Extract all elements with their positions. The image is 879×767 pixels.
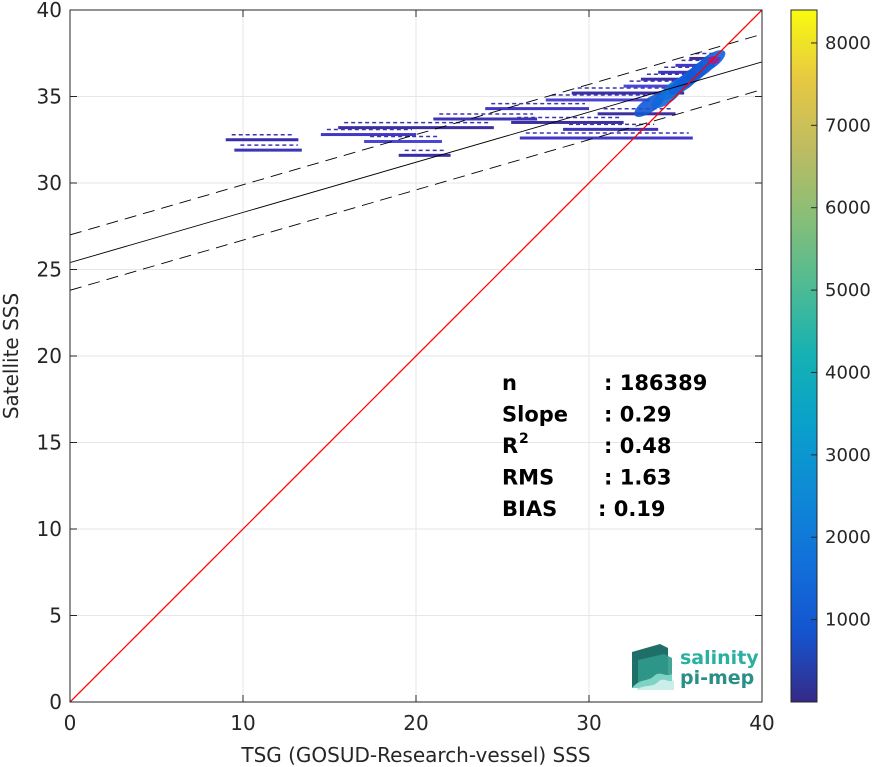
stat-superscript: 2 [519, 431, 529, 447]
logo-line2: pi-mep [680, 667, 754, 689]
colorbar: 1000 2000 3000 4000 5000 6000 7000 8000 [790, 9, 871, 703]
density-segment [563, 127, 659, 131]
identity-line [70, 10, 762, 702]
density-segment [364, 139, 442, 143]
salinity-pi-mep-logo: salinity pi-mep [632, 644, 759, 690]
density-segment [545, 98, 650, 102]
x-tick-label: 30 [576, 711, 601, 735]
stat-value: : 0.48 [604, 434, 672, 458]
plot-area [70, 10, 762, 702]
stat-value: : 1.63 [604, 466, 672, 490]
upper-bound-line [70, 33, 762, 236]
y-tick-label: 20 [37, 344, 62, 368]
x-tick-label: 40 [749, 711, 774, 735]
density-segment [571, 91, 685, 95]
regression-line [70, 61, 762, 264]
density-segment [640, 77, 697, 81]
axis-ticks: 0 10 20 30 40 0 5 10 15 20 25 30 35 40 [37, 0, 775, 735]
colorbar-tick-label: 8000 [825, 33, 871, 54]
density-segment [511, 120, 624, 124]
y-axis-label: Satellite SSS [0, 293, 23, 419]
density-segment [658, 70, 705, 74]
stat-value: : 0.19 [598, 497, 666, 521]
y-tick-label: 5 [49, 604, 62, 628]
lower-bound-line [70, 89, 762, 291]
colorbar-tick-label: 6000 [825, 198, 871, 219]
wave-logo-icon [632, 644, 674, 690]
y-tick-label: 40 [37, 0, 62, 22]
stat-label: Slope [502, 403, 568, 427]
x-tick-label: 0 [64, 711, 77, 735]
stat-value: : 0.29 [604, 403, 672, 427]
y-tick-label: 15 [37, 431, 62, 455]
density-segment [485, 107, 589, 111]
x-tick-label: 20 [403, 711, 428, 735]
colorbar-tick-label: 4000 [825, 362, 871, 383]
colorbar-tick-label: 1000 [825, 610, 871, 631]
colorbar-gradient [790, 9, 818, 703]
density-segment [338, 126, 494, 130]
density-segment [519, 136, 693, 140]
stat-label: BIAS [502, 497, 557, 521]
y-tick-label: 30 [37, 171, 62, 195]
colorbar-tick-label: 3000 [825, 445, 871, 466]
x-axis-label: TSG (GOSUD-Research-vessel) SSS [240, 743, 590, 767]
y-tick-label: 25 [37, 258, 62, 282]
density-segment [225, 138, 299, 142]
colorbar-tick-label: 5000 [825, 280, 871, 301]
stat-label: R [502, 434, 518, 458]
x-tick-label: 10 [230, 711, 255, 735]
stat-label: RMS [502, 466, 554, 490]
stat-label: n [502, 371, 517, 395]
density-segment [234, 148, 302, 152]
density-segment [623, 84, 690, 88]
density-segment [398, 153, 451, 157]
logo-line1: salinity [680, 647, 759, 669]
colorbar-tick-label: 2000 [825, 527, 871, 548]
stats-box: n : 186389 Slope : 0.29 R 2 : 0.48 RMS : 1.63 BIA… [502, 371, 707, 521]
stat-value: : 186389 [604, 371, 707, 395]
colorbar-tick-label: 7000 [825, 115, 871, 136]
density-segment [320, 133, 416, 137]
y-tick-label: 10 [37, 517, 62, 541]
y-tick-label: 0 [49, 690, 62, 714]
y-tick-label: 35 [37, 85, 62, 109]
density-segment [433, 117, 538, 121]
